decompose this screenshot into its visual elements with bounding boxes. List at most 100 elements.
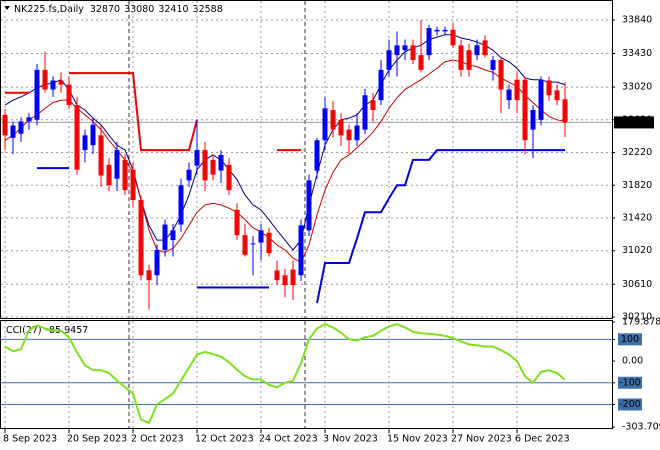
candle-body [426,28,432,56]
y-tick-label: -100 [619,377,641,388]
last-open: 32870 [90,4,120,15]
y-tick-label: -303.709 [622,422,660,433]
candle-body [314,140,320,171]
candle-body [34,69,40,120]
candle-body [154,249,160,276]
indicator-line [5,72,301,152]
x-tick-label: 3 Nov 2023 [323,434,378,445]
candle-body [202,150,208,181]
cci-panel [0,320,613,429]
last-high: 33080 [124,4,154,15]
x-tick-label: 8 Sep 2023 [3,434,57,445]
x-tick-label: 12 Oct 2023 [195,434,254,445]
candle-body [282,275,288,286]
main-panel [0,0,613,319]
level-label-box [618,333,642,346]
candle-body [562,99,568,123]
candle-body [266,232,272,254]
candle-body [530,109,536,130]
candle-body [370,100,376,110]
candle-body [42,69,48,90]
candle-body [378,69,384,101]
y-tick-label: 100 [621,334,639,345]
x-tick-label: 27 Nov 2023 [451,434,512,445]
candle-body [290,269,296,286]
indicator-line [4,34,566,251]
candle-body [354,125,360,141]
candle-body [490,60,496,70]
y-tick-label: 33840 [622,14,652,25]
candle-body [122,159,128,191]
candle-body [162,224,168,250]
x-tick-label: 2 Oct 2023 [131,434,184,445]
candle-body [170,230,176,241]
candle-body [210,159,216,175]
level-label-box [618,376,642,389]
candle-body [250,243,256,245]
candle-body [466,50,472,70]
y-tick-label: 30610 [622,279,652,290]
candle-body [554,90,560,101]
indicator-line [4,59,566,263]
candle-body [506,89,512,101]
y-tick-label: 31420 [622,213,652,224]
y-tick-label: 0.00 [622,356,643,367]
candle-body [538,79,544,120]
symbol: NK225.fs,Daily [14,4,84,15]
candle-body [450,29,456,46]
candle-body [138,200,144,276]
candle-body [362,95,368,130]
candle-body [82,135,88,151]
candle-body [18,121,24,134]
candle-body [130,169,136,201]
candle-body [242,235,248,255]
cci-last: -85.9457 [46,325,89,336]
candle-body [218,154,224,171]
candle-body [482,40,488,56]
candle-body [298,225,304,276]
candle-body [410,45,416,61]
candle-body [546,80,552,96]
candle-body [106,164,112,186]
price-tag-label: 32588 [619,117,649,128]
candle-body [50,80,56,90]
candle-body [90,124,96,146]
last-close: 32588 [193,4,223,15]
candle-body [338,119,344,136]
y-tick-label: 30210 [622,312,652,323]
y-tick-label: 31020 [622,245,652,256]
level-label-box [618,398,642,411]
y-tick-label: 179.8788 [622,317,660,328]
cci-line [4,323,566,425]
candle-body [346,129,352,141]
price-tag [614,116,654,129]
x-tick-label: 24 Oct 2023 [259,434,318,445]
candle-body [458,45,464,70]
candle-body [234,209,240,236]
candle-body [498,60,504,90]
x-tick-label: 6 Dec 2023 [515,434,570,445]
candle-body [274,270,280,281]
candle-body [322,108,328,141]
candle-body [394,45,400,56]
candle-body [306,180,312,231]
candle-body [258,230,264,243]
candle-body [74,105,80,170]
candle-body [58,80,64,85]
candle-body [442,29,448,32]
candle-body [330,109,336,130]
candle-body [66,84,72,106]
candle-body [522,79,528,141]
candle-body [418,55,424,70]
y-tick-label: 33430 [622,48,652,59]
y-tick-label: 33020 [622,82,652,93]
candle-body [178,185,184,225]
candle-body [434,29,440,32]
y-tick-label: -200 [619,399,641,410]
candle-body [514,79,520,101]
candle-body [474,45,480,56]
candle-body [26,117,32,122]
candle-body [114,150,120,179]
candle-body [386,50,392,70]
